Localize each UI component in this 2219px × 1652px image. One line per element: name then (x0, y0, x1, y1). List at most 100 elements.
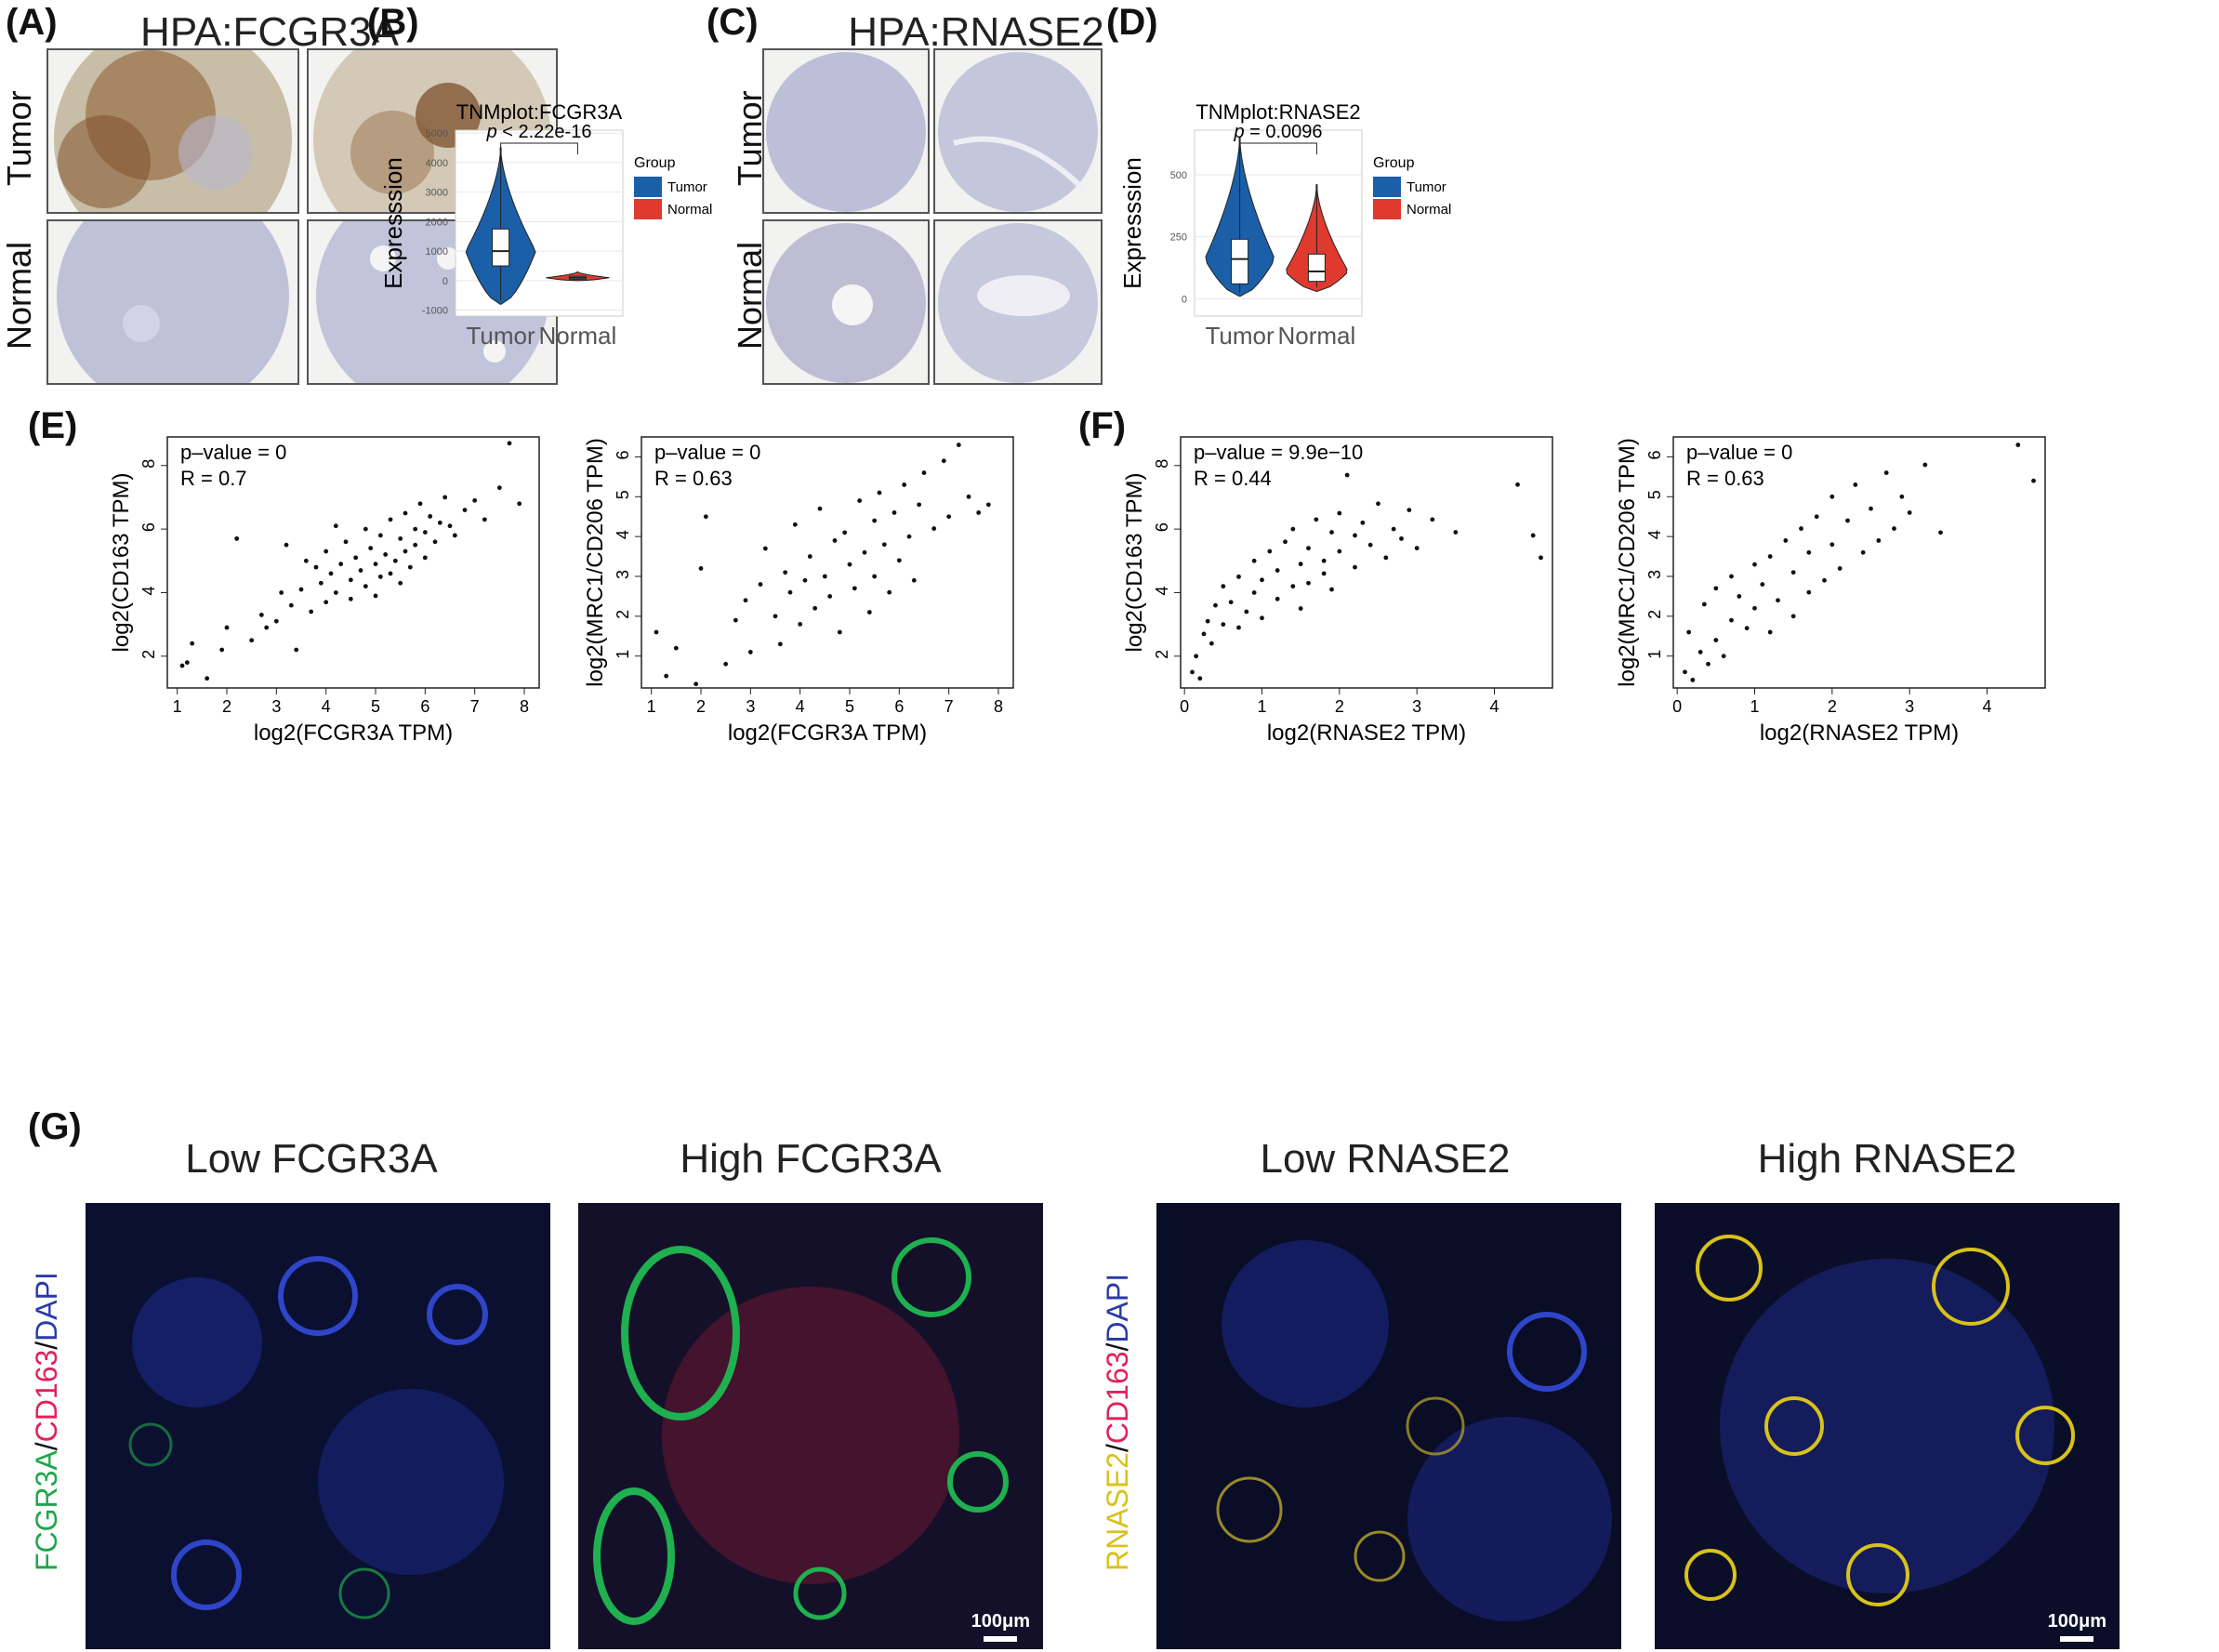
data-point (205, 676, 210, 681)
data-point (368, 546, 374, 551)
y-tick-label: 4 (1645, 530, 1664, 539)
legend-label: Tumor (1407, 179, 1446, 195)
data-point (1690, 678, 1696, 682)
data-point (422, 555, 428, 561)
data-point (866, 610, 872, 615)
data-point (758, 582, 763, 587)
data-point (1267, 548, 1273, 554)
data-point (1344, 472, 1350, 478)
y-tick-label: 1000 (426, 246, 448, 258)
panel-label-g: (G) (28, 1106, 82, 1147)
data-point (976, 510, 982, 515)
box-tumor (492, 228, 510, 267)
data-point (388, 517, 393, 522)
data-point (1337, 548, 1342, 554)
y-tick-label: 6 (614, 450, 632, 459)
data-point (917, 502, 922, 508)
data-point (1806, 549, 1812, 555)
data-point (1367, 542, 1373, 548)
data-point (1306, 546, 1311, 551)
data-point (377, 533, 383, 538)
data-point (1729, 617, 1734, 623)
data-point (1853, 482, 1858, 487)
legend-label: Normal (1407, 202, 1451, 218)
data-point (1407, 508, 1412, 513)
data-point (1744, 626, 1750, 631)
x-tick-label: 3 (1905, 697, 1914, 716)
data-point (303, 558, 309, 563)
y-tick-label: 500 (1170, 170, 1187, 181)
data-point (1837, 566, 1843, 571)
data-point (902, 482, 907, 487)
y-tick-label: 4 (139, 586, 158, 595)
data-point (273, 618, 279, 624)
y-tick-label: 5 (614, 490, 632, 499)
data-point (179, 663, 185, 668)
data-point (294, 647, 299, 653)
data-point (798, 622, 803, 627)
data-point (747, 650, 753, 654)
data-point (733, 617, 738, 623)
data-point (1729, 574, 1734, 579)
y-tick-label: 3000 (426, 188, 448, 199)
data-point (318, 580, 324, 586)
data-point (1275, 596, 1280, 601)
data-point (462, 508, 468, 513)
y-tick-label: 2 (1645, 610, 1664, 619)
data-point (392, 558, 398, 563)
plot-frame (1672, 436, 2046, 689)
x-tick-label: 0 (1180, 697, 1189, 716)
data-point (1197, 676, 1203, 681)
data-point (1752, 605, 1757, 611)
data-point (1713, 586, 1719, 591)
data-point (847, 562, 852, 567)
x-tick-label: 5 (845, 697, 854, 716)
data-point (442, 495, 448, 500)
box-normal (1307, 253, 1326, 283)
y-tick-label: 3 (1645, 570, 1664, 579)
data-point (1783, 538, 1789, 543)
data-point (877, 490, 882, 496)
legend-label: Normal (667, 202, 712, 218)
x-tick-label: 1 (173, 697, 182, 716)
data-point (1194, 654, 1199, 659)
x-axis-label: log2(FCGR3A TPM) (254, 720, 453, 746)
data-point (1697, 650, 1703, 654)
g-title-low-rnase2: Low RNASE2 (1260, 1136, 1511, 1182)
y-tick-label: 2 (614, 610, 632, 619)
panel-a-row-normal: Normal (0, 241, 38, 350)
data-point (1860, 549, 1866, 555)
y-tick-label: 0 (442, 276, 448, 287)
data-point (1938, 530, 1943, 535)
y-tick-label: 5 (1645, 490, 1664, 499)
data-point (872, 574, 878, 579)
data-point (373, 562, 378, 567)
data-point (1290, 584, 1296, 589)
scale-bar-1: 100μm (971, 1611, 1030, 1642)
legend-title: Group (634, 155, 676, 171)
scale-bar-2: 100μm (2048, 1611, 2107, 1642)
panel-c-title: HPA:RNASE2 (848, 9, 1104, 55)
y-axis-label: log2(MRC1/CD206 TPM) (583, 438, 608, 687)
significance-bracket (1239, 142, 1317, 154)
x-tick-label: 8 (520, 697, 529, 716)
y-tick-label: 1 (1645, 650, 1664, 659)
data-point (1790, 570, 1796, 575)
box-tumor (1231, 238, 1249, 284)
data-point (1899, 494, 1905, 499)
ihc-rnase2-normal-1 (762, 219, 930, 385)
data-point (1298, 562, 1303, 567)
data-point (1399, 535, 1404, 541)
data-point (1706, 661, 1710, 667)
data-point (1530, 533, 1536, 538)
x-tick-label: 1 (1750, 697, 1759, 716)
y-tick-label: 6 (1645, 450, 1664, 459)
x-tick-label: 2 (1828, 697, 1837, 716)
data-point (338, 562, 344, 567)
data-point (1776, 598, 1780, 603)
data-point (1752, 562, 1757, 567)
data-point (1228, 600, 1234, 605)
data-point (373, 593, 378, 599)
x-tick-label: 4 (1489, 697, 1499, 716)
data-point (966, 494, 971, 499)
